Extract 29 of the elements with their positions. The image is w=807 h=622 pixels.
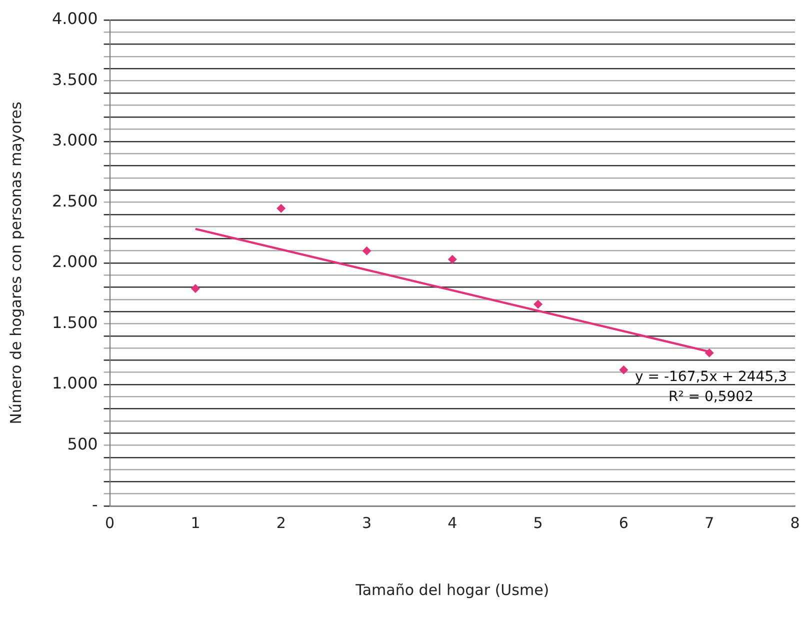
point (448, 254, 457, 264)
y-tick-label: 3.000 (52, 130, 98, 150)
x-tick-label: 3 (362, 514, 372, 532)
x-tick-label: 2 (276, 514, 286, 532)
x-tick-label: 7 (704, 514, 714, 532)
y-tick-label: 4.000 (52, 9, 98, 28)
x-tick-label: 1 (190, 514, 200, 532)
x-tick-label: 0 (105, 514, 115, 532)
y-tick-label: 2.500 (52, 191, 98, 210)
y-tick-label: 500 (67, 434, 98, 454)
x-axis-title: Tamaño del hogar (Usme) (354, 580, 550, 599)
y-tick-label: 3.500 (52, 70, 98, 89)
point (362, 246, 372, 256)
y-axis-title: Número de hogares con personas mayores (6, 102, 25, 424)
y-tick-label: - (92, 495, 98, 514)
point (190, 284, 200, 294)
point (276, 204, 286, 213)
annotation: R² = 0,5902 (668, 388, 754, 405)
x-tick-label: 5 (533, 514, 543, 532)
x-tick-label: 8 (790, 514, 800, 532)
annotation: y = -167,5x + 2445,3 (635, 368, 787, 385)
point (704, 348, 714, 358)
x-tick-label: 4 (448, 514, 458, 532)
y-tick-label: 1.000 (52, 374, 98, 393)
y-tick-label: 2.000 (52, 252, 98, 272)
point (619, 365, 628, 374)
point (534, 300, 543, 309)
x-tick-label: 6 (618, 514, 628, 532)
y-tick-label: 1.500 (52, 312, 98, 332)
